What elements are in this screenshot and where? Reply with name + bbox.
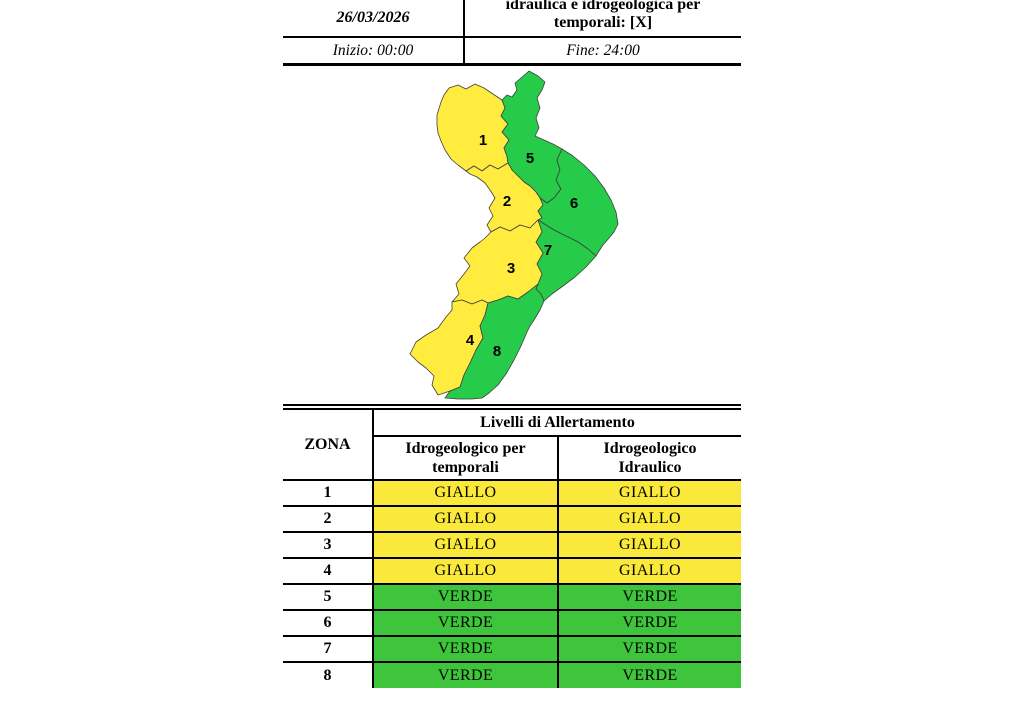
table-row-zone-5: 5 VERDE VERDE <box>283 583 741 611</box>
level-temporali: GIALLO <box>372 531 559 559</box>
level-idraulico: GIALLO <box>557 479 741 507</box>
zone-7-label: 7 <box>544 242 552 259</box>
zone-8-region <box>444 283 545 400</box>
zone-number: 2 <box>283 505 374 533</box>
zone-6-label: 6 <box>570 195 578 212</box>
level-temporali: VERDE <box>372 583 559 611</box>
zone-4-label: 4 <box>466 332 475 349</box>
zone-number: 4 <box>283 557 374 585</box>
col-header-idrogeologico-temporali: Idrogeologico per temporali <box>372 435 559 481</box>
zone-3-label: 3 <box>507 260 515 277</box>
zone-number: 6 <box>283 609 374 637</box>
col-header-idrogeologico-idraulico: Idrogeologico Idraulico <box>557 435 741 481</box>
header-row-date-event: 26/03/2026 idraulica e idrogeologica per… <box>283 0 741 38</box>
level-idraulico: GIALLO <box>557 531 741 559</box>
zone-8-label: 8 <box>493 343 501 360</box>
levels-group-header: Livelli di Allertamento <box>372 410 741 437</box>
level-temporali: VERDE <box>372 661 559 688</box>
table-row-zone-8: 8 VERDE VERDE <box>283 661 741 688</box>
header-table: 26/03/2026 idraulica e idrogeologica per… <box>283 0 741 66</box>
event-type-line1: idraulica e idrogeologica per <box>505 0 701 13</box>
table-row-zone-3: 3 GIALLO GIALLO <box>283 531 741 559</box>
level-idraulico: VERDE <box>557 583 741 611</box>
level-temporali: VERDE <box>372 609 559 637</box>
level-idraulico: GIALLO <box>557 505 741 533</box>
alert-levels-table: ZONA Livelli di Allertamento Idrogeologi… <box>283 410 741 688</box>
bulletin-date: 26/03/2026 <box>336 9 410 26</box>
table-row-zone-4: 4 GIALLO GIALLO <box>283 557 741 585</box>
event-type-text: idraulica e idrogeologica per temporali:… <box>465 0 741 32</box>
level-idraulico: VERDE <box>557 635 741 663</box>
table-row-zone-6: 6 VERDE VERDE <box>283 609 741 637</box>
level-temporali: VERDE <box>372 635 559 663</box>
start-time: Inizio: 00:00 <box>332 41 414 59</box>
level-temporali: GIALLO <box>372 505 559 533</box>
header-row-times: Inizio: 00:00 Fine: 24:00 <box>283 38 741 66</box>
level-idraulico: VERDE <box>557 609 741 637</box>
zona-column-header: ZONA <box>283 410 374 481</box>
zone-number: 5 <box>283 583 374 611</box>
zone-number: 8 <box>283 661 374 688</box>
table-row-zone-7: 7 VERDE VERDE <box>283 635 741 663</box>
zone-1-label: 1 <box>479 132 487 149</box>
zone-number: 1 <box>283 479 374 507</box>
zone-1-region <box>436 83 510 172</box>
zone-2-label: 2 <box>503 193 511 210</box>
table-row-zone-1: 1 GIALLO GIALLO <box>283 479 741 507</box>
level-temporali: GIALLO <box>372 557 559 585</box>
end-time: Fine: 24:00 <box>463 38 741 63</box>
event-type-cell: idraulica e idrogeologica per temporali:… <box>463 0 741 36</box>
zone-5-label: 5 <box>526 150 534 167</box>
event-type-line2: temporali: [X] <box>553 14 653 31</box>
calabria-zones-map: 1 2 3 4 5 6 7 8 <box>390 70 670 400</box>
level-temporali: GIALLO <box>372 479 559 507</box>
table-row-zone-2: 2 GIALLO GIALLO <box>283 505 741 533</box>
zone-number: 7 <box>283 635 374 663</box>
level-idraulico: VERDE <box>557 661 741 688</box>
zone-number: 3 <box>283 531 374 559</box>
level-idraulico: GIALLO <box>557 557 741 585</box>
double-rule <box>283 404 741 410</box>
